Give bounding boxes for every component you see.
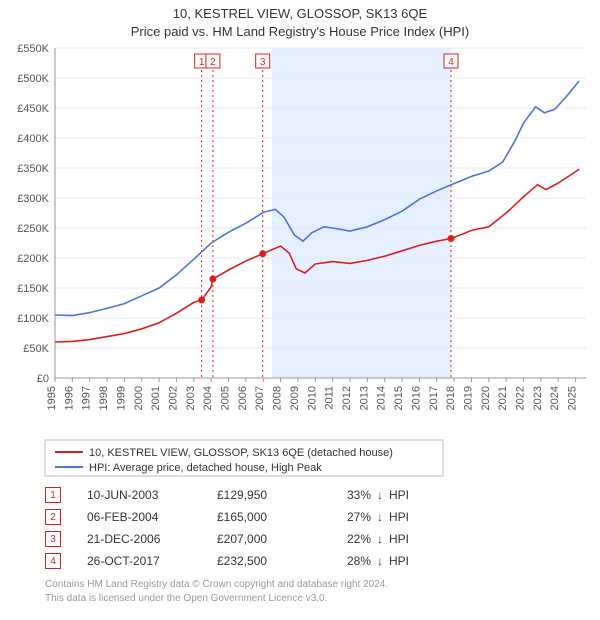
x-tick-label: 2007 bbox=[254, 386, 266, 410]
price-chart: £0 £50K £100K £150K £200K £250K £300K £350K £400… bbox=[0, 0, 600, 440]
table-row: 1 10-JUN-2003£129,95033%↓HPI bbox=[45, 484, 429, 506]
x-tick-label: 2000 bbox=[133, 386, 145, 410]
sale-point bbox=[447, 235, 454, 242]
row-marker: 2 bbox=[45, 509, 61, 525]
y-tick-label: £300K bbox=[17, 193, 49, 205]
row-date: 06-FEB-2004 bbox=[87, 510, 217, 524]
y-tick-label: £250K bbox=[17, 223, 49, 235]
event-marker-number: 4 bbox=[448, 57, 454, 68]
x-tick-label: 2010 bbox=[306, 386, 318, 410]
row-hpi-suffix: HPI bbox=[389, 488, 429, 502]
event-marker-number: 1 bbox=[199, 57, 205, 68]
table-row: 3 21-DEC-2006£207,00022%↓HPI bbox=[45, 528, 429, 550]
row-date: 21-DEC-2006 bbox=[87, 532, 217, 546]
x-tick-label: 2016 bbox=[410, 386, 422, 410]
x-tick-label: 1996 bbox=[63, 386, 75, 410]
row-marker: 4 bbox=[45, 553, 61, 569]
x-tick-label: 2001 bbox=[150, 386, 162, 410]
row-pct: 22% bbox=[327, 532, 371, 546]
row-hpi-suffix: HPI bbox=[389, 554, 429, 568]
y-tick-label: £400K bbox=[17, 133, 49, 145]
x-tick-label: 2023 bbox=[532, 386, 544, 410]
x-tick-label: 2005 bbox=[220, 386, 232, 410]
shaded-band bbox=[272, 48, 451, 378]
row-pct: 27% bbox=[327, 510, 371, 524]
sale-point bbox=[259, 250, 266, 257]
y-tick-label: £200K bbox=[17, 253, 49, 265]
y-tick-label: £350K bbox=[17, 163, 49, 175]
x-tick-label: 2004 bbox=[202, 386, 214, 410]
down-arrow-icon: ↓ bbox=[371, 554, 389, 568]
down-arrow-icon: ↓ bbox=[371, 532, 389, 546]
x-tick-label: 2006 bbox=[237, 386, 249, 410]
sale-point bbox=[209, 276, 216, 283]
x-tick-label: 2020 bbox=[480, 386, 492, 410]
legend: 10, KESTREL VIEW, GLOSSOP, SK13 6QE (det… bbox=[0, 438, 600, 482]
transactions-table: 110-JUN-2003£129,95033%↓HPI206-FEB-2004£… bbox=[45, 484, 429, 572]
row-price: £207,000 bbox=[217, 532, 327, 546]
row-price: £232,500 bbox=[217, 554, 327, 568]
y-tick-label: £50K bbox=[23, 343, 49, 355]
down-arrow-icon: ↓ bbox=[371, 488, 389, 502]
footer: Contains HM Land Registry data © Crown c… bbox=[45, 578, 388, 605]
row-price: £165,000 bbox=[217, 510, 327, 524]
table-row: 2 06-FEB-2004£165,00027%↓HPI bbox=[45, 506, 429, 528]
footer-line-2: This data is licensed under the Open Gov… bbox=[45, 592, 388, 606]
x-tick-label: 2012 bbox=[341, 386, 353, 410]
x-tick-label: 2025 bbox=[567, 386, 579, 410]
x-tick-label: 1999 bbox=[115, 386, 127, 410]
x-tick-label: 2003 bbox=[185, 386, 197, 410]
x-tick-label: 1997 bbox=[81, 386, 93, 410]
x-tick-label: 2013 bbox=[358, 386, 370, 410]
x-tick-label: 2017 bbox=[428, 386, 440, 410]
x-tick-label: 2002 bbox=[167, 386, 179, 410]
row-pct: 28% bbox=[327, 554, 371, 568]
y-tick-label: £500K bbox=[17, 73, 49, 85]
row-marker: 1 bbox=[45, 487, 61, 503]
x-tick-label: 2022 bbox=[515, 386, 527, 410]
x-tick-label: 2014 bbox=[376, 386, 388, 410]
row-price: £129,950 bbox=[217, 488, 327, 502]
row-hpi-suffix: HPI bbox=[389, 532, 429, 546]
legend-label: 10, KESTREL VIEW, GLOSSOP, SK13 6QE (det… bbox=[89, 447, 393, 459]
x-tick-label: 2008 bbox=[272, 386, 284, 410]
event-marker-number: 3 bbox=[260, 57, 266, 68]
footer-line-1: Contains HM Land Registry data © Crown c… bbox=[45, 578, 388, 592]
x-tick-label: 2011 bbox=[324, 386, 336, 410]
y-tick-label: £450K bbox=[17, 103, 49, 115]
x-tick-label: 2015 bbox=[393, 386, 405, 410]
row-hpi-suffix: HPI bbox=[389, 510, 429, 524]
x-tick-label: 2019 bbox=[462, 386, 474, 410]
x-tick-label: 1998 bbox=[98, 386, 110, 410]
table-row: 4 26-OCT-2017£232,50028%↓HPI bbox=[45, 550, 429, 572]
row-marker: 3 bbox=[45, 531, 61, 547]
x-tick-label: 2018 bbox=[445, 386, 457, 410]
x-tick-label: 2024 bbox=[549, 386, 561, 410]
row-date: 10-JUN-2003 bbox=[87, 488, 217, 502]
legend-label: HPI: Average price, detached house, High… bbox=[89, 462, 322, 474]
x-tick-label: 2021 bbox=[497, 386, 509, 410]
row-pct: 33% bbox=[327, 488, 371, 502]
y-tick-label: £0 bbox=[37, 373, 49, 385]
y-tick-label: £550K bbox=[17, 43, 49, 55]
sale-point bbox=[198, 297, 205, 304]
y-tick-label: £100K bbox=[17, 313, 49, 325]
x-tick-label: 2009 bbox=[289, 386, 301, 410]
row-date: 26-OCT-2017 bbox=[87, 554, 217, 568]
x-tick-label: 1995 bbox=[46, 386, 58, 410]
down-arrow-icon: ↓ bbox=[371, 510, 389, 524]
y-tick-label: £150K bbox=[17, 283, 49, 295]
event-marker-number: 2 bbox=[210, 57, 216, 68]
